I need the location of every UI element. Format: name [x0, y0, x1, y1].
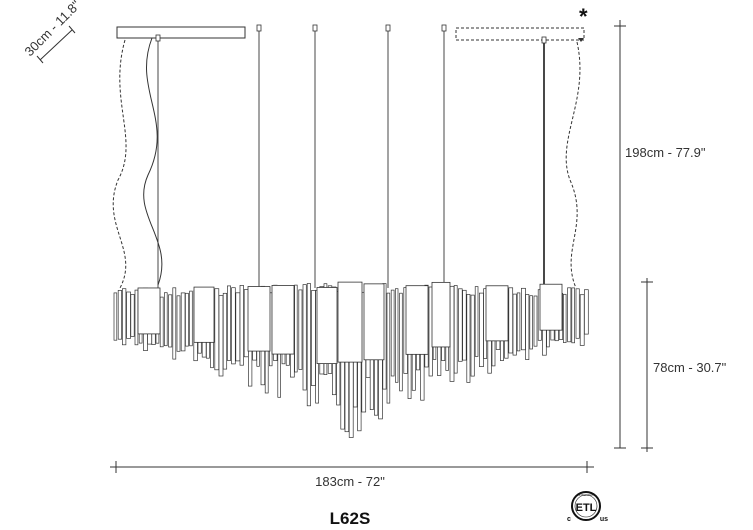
crystal-rod [584, 289, 589, 335]
crystal-rod [227, 285, 231, 361]
crystal-panel [137, 287, 161, 335]
crystal-rod [122, 288, 127, 346]
depth-label: 30cm - 11.8" [22, 0, 84, 59]
crystal-rod [449, 285, 455, 382]
crystal-rod [311, 290, 316, 386]
crystal-rod [386, 292, 391, 404]
width-label: 183cm - 72" [315, 474, 385, 489]
crystal-rod [579, 294, 585, 346]
crystal-rod [117, 290, 122, 340]
ceiling-canopy [116, 26, 246, 39]
crystal-rod [521, 287, 526, 351]
crystal-panel [431, 281, 451, 348]
model-name: L62S [330, 509, 371, 528]
wire-connector [385, 24, 391, 32]
crystal-rod [231, 287, 236, 365]
canopy-marker [578, 38, 584, 42]
crystal-rod [453, 285, 458, 374]
wire-connector [312, 24, 318, 32]
asterisk-note: * [579, 4, 588, 29]
optional-cable-left [112, 39, 127, 289]
crystal-rod [571, 287, 575, 344]
optional-canopy [455, 27, 585, 41]
crystal-rod [466, 294, 471, 383]
height-total-label: 198cm - 77.9" [625, 145, 706, 160]
crystal-rod [172, 287, 177, 360]
crystal-rod [306, 283, 311, 407]
crystal-panel [271, 285, 295, 355]
crystal-rod [462, 289, 467, 361]
crystal-panel [485, 285, 509, 342]
crystal-rod [214, 288, 220, 371]
crystal-rod [218, 295, 224, 377]
svg-text:us: us [600, 516, 608, 523]
crystal-rod [159, 296, 164, 348]
power-cable [143, 37, 163, 286]
crystal-rod [176, 295, 181, 352]
crystal-rod [575, 288, 580, 339]
crystal-rod [130, 294, 135, 337]
svg-text:INTERTEK: INTERTEK [579, 493, 594, 497]
crystal-rod [512, 293, 517, 356]
crystal-rod [239, 285, 244, 366]
crystal-panel [316, 287, 338, 364]
crystal-rod [164, 292, 168, 347]
optional-cable-right [565, 41, 581, 289]
suspension-wires [155, 24, 547, 288]
etl-certification-icon: ETL c us INTERTEK [567, 491, 608, 523]
wire-connector [256, 24, 262, 32]
crystal-rod [567, 287, 572, 343]
depth-dimension: 30cm - 11.8" [22, 0, 84, 64]
crystal-rod [126, 291, 131, 339]
height-body-dimension: 78cm - 30.7" [641, 278, 727, 452]
crystal-rod [298, 289, 303, 370]
crystal-rod [563, 293, 567, 343]
wire-connector [541, 36, 547, 44]
svg-text:ETL: ETL [576, 502, 597, 514]
crystal-panel [337, 281, 363, 363]
crystal-rod [395, 288, 399, 383]
wire-connector [155, 34, 161, 42]
crystal-rod [134, 289, 139, 346]
crystal-rod [474, 286, 479, 357]
crystal-rod [113, 292, 118, 341]
crystal-panel [539, 283, 563, 331]
crystal-panel [193, 286, 215, 343]
height-body-label: 78cm - 30.7" [653, 360, 727, 375]
height-total-dimension: 198cm - 77.9" [614, 20, 706, 449]
crystal-rod [479, 292, 484, 367]
crystal-rod [529, 295, 533, 350]
wire-connector [441, 24, 447, 32]
crystal-rod [525, 294, 530, 360]
crystal-rod [302, 284, 307, 391]
crystal-rod [533, 295, 538, 347]
crystal-rod [235, 292, 241, 362]
crystal-rod [399, 292, 403, 392]
crystal-panel [363, 283, 385, 361]
crystal-panel [247, 286, 271, 352]
crystal-rod [189, 290, 193, 347]
crystal-rod [185, 292, 189, 347]
crystal-rod [516, 292, 521, 352]
crystal-rod [294, 284, 298, 373]
width-dimension: 183cm - 72" [110, 461, 594, 489]
crystal-rod [222, 292, 228, 370]
crystal-rod [180, 292, 186, 352]
crystal-panel [405, 285, 429, 355]
crystal-cluster [113, 281, 589, 438]
crystal-rod [508, 287, 514, 354]
crystal-rod [390, 289, 395, 377]
crystal-rod [168, 294, 173, 348]
crystal-rod [458, 288, 463, 362]
crystal-rod [470, 294, 475, 377]
svg-text:c: c [567, 516, 571, 523]
